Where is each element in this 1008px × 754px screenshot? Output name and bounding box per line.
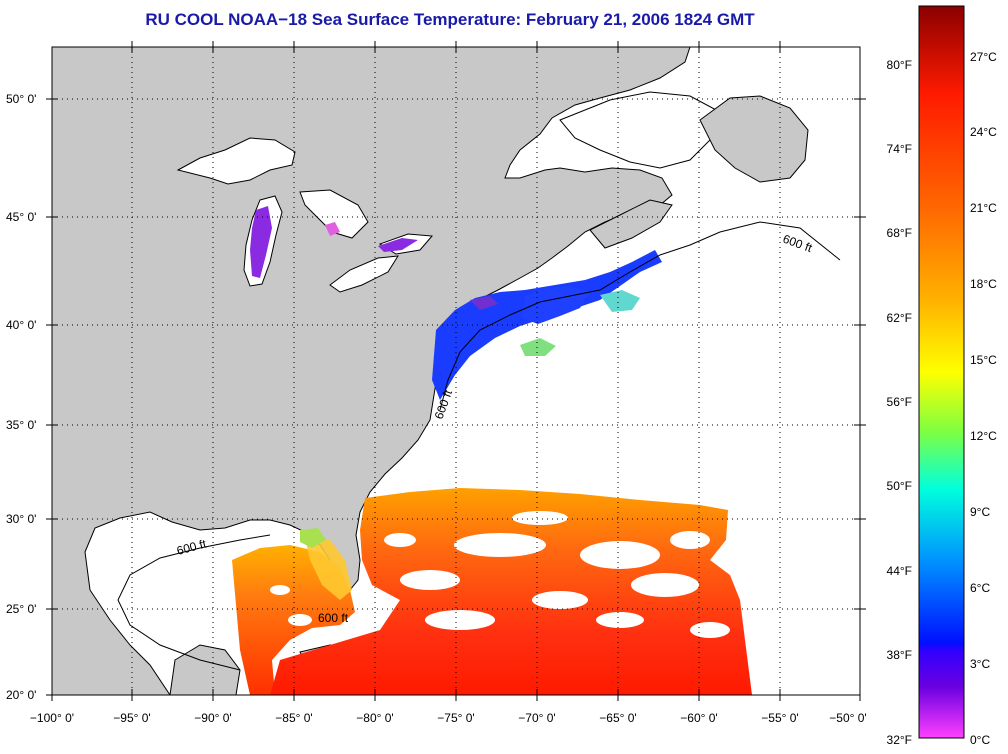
sst-delaware-purple <box>470 296 498 310</box>
sst-lake-huron-cold <box>325 222 340 236</box>
lake-superior <box>176 137 296 185</box>
lat-label: 35° 0' <box>6 418 36 432</box>
lat-label: 40° 0' <box>6 318 36 332</box>
land-newfoundland <box>699 95 809 183</box>
map-title: RU COOL NOAA−18 Sea Surface Temperature:… <box>145 10 755 29</box>
lon-label: −75° 0' <box>437 711 474 725</box>
c-label: 0°C <box>970 733 990 747</box>
lat-label: 50° 0' <box>6 92 36 106</box>
contour-label: 600 ft <box>318 611 349 625</box>
axis-ticks <box>46 41 866 701</box>
land-yucatan <box>169 644 241 695</box>
f-label: 32°F <box>887 733 912 747</box>
lon-label: −65° 0' <box>599 711 636 725</box>
gulf-st-lawrence <box>559 91 721 169</box>
colorbar <box>918 5 965 739</box>
c-label: 27°C <box>970 50 997 64</box>
sst-florida-shelf <box>305 538 352 600</box>
sst-florida-green <box>300 528 326 548</box>
f-label: 44°F <box>887 564 912 578</box>
lon-label: −60° 0' <box>680 711 717 725</box>
c-label: 3°C <box>970 657 990 671</box>
lon-label: −80° 0' <box>356 711 393 725</box>
latitude-labels: 50° 0' 45° 0' 40° 0' 35° 0' 30° 0' 25° 0… <box>6 92 36 702</box>
f-label: 38°F <box>887 648 912 662</box>
f-label: 62°F <box>887 311 912 325</box>
sst-lake-erie-cold <box>378 238 418 252</box>
lon-label: −85° 0' <box>275 711 312 725</box>
f-label: 74°F <box>887 142 912 156</box>
c-label: 6°C <box>970 581 990 595</box>
c-label: 12°C <box>970 429 997 443</box>
c-label: 24°C <box>970 125 997 139</box>
lon-label: −100° 0' <box>30 711 74 725</box>
sst-slope-green <box>520 338 556 356</box>
lon-label: −55° 0' <box>761 711 798 725</box>
lake-erie <box>329 255 399 293</box>
lake-huron <box>299 189 369 239</box>
c-label: 15°C <box>970 353 997 367</box>
c-label: 9°C <box>970 505 990 519</box>
sst-lake-michigan-cold <box>250 206 272 278</box>
lon-label: −50° 0' <box>829 711 866 725</box>
c-label: 21°C <box>970 201 997 215</box>
colorbar-celsius-labels: 27°C 24°C 21°C 18°C 15°C 12°C 9°C 6°C 3°… <box>970 50 997 747</box>
f-label: 80°F <box>887 58 912 72</box>
f-label: 68°F <box>887 226 912 240</box>
longitude-labels: −100° 0' −95° 0' −90° 0' −85° 0' −80° 0'… <box>30 711 867 725</box>
lat-label: 45° 0' <box>6 210 36 224</box>
lon-label: −95° 0' <box>113 711 150 725</box>
lon-label: −70° 0' <box>518 711 555 725</box>
graticule <box>52 47 860 695</box>
isobath-600ft <box>439 221 841 411</box>
land-nova-scotia <box>589 199 673 249</box>
lon-label: −90° 0' <box>194 711 231 725</box>
sst-slope-cyan <box>600 290 640 312</box>
colorbar-fahrenheit-labels: 80°F 74°F 68°F 62°F 56°F 50°F 44°F 38°F … <box>887 58 912 747</box>
f-label: 56°F <box>887 395 912 409</box>
isobath-600ft-gulf <box>117 534 271 671</box>
lat-label: 25° 0' <box>6 602 36 616</box>
c-label: 18°C <box>970 277 997 291</box>
f-label: 50°F <box>887 479 912 493</box>
cloud-patches <box>270 511 730 638</box>
lat-label: 20° 0' <box>6 688 36 702</box>
lat-label: 30° 0' <box>6 512 36 526</box>
